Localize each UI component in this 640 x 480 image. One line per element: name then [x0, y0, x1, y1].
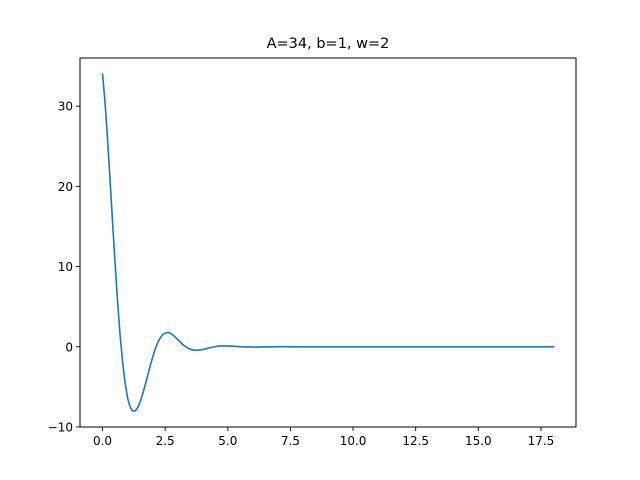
x-tick-label: 2.5	[156, 434, 175, 448]
x-tick-label: 17.5	[528, 434, 555, 448]
y-tick-label: 30	[58, 100, 73, 114]
x-tick-label: 5.0	[218, 434, 237, 448]
x-tick-label: 10.0	[340, 434, 367, 448]
y-tick-label: 20	[58, 180, 73, 194]
x-tick-label: 7.5	[281, 434, 300, 448]
y-tick-label: 0	[65, 340, 73, 354]
x-tick-label: 12.5	[402, 434, 429, 448]
y-axis: −10 0 10 20 30	[48, 100, 80, 435]
y-tick-label: −10	[48, 421, 73, 435]
y-tick-label: 10	[58, 260, 73, 274]
x-tick-label: 0.0	[93, 434, 112, 448]
x-tick-label: 15.0	[465, 434, 492, 448]
x-axis: 0.0 2.5 5.0 7.5 10.0 12.5 15.0 17.5	[93, 427, 554, 448]
plot-area-frame	[79, 57, 577, 428]
series-layer	[101, 73, 555, 412]
series-line	[101, 73, 555, 412]
chart-title: A=34, b=1, w=2	[267, 36, 390, 52]
